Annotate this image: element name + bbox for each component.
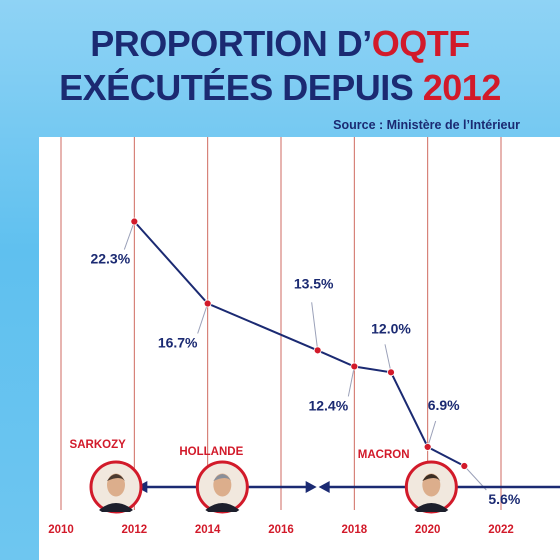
data-point [203,299,212,308]
x-tick-label: 2016 [268,524,294,536]
hair-shape [213,474,232,481]
label-leader [347,366,355,397]
president-label: SARKOZY [70,439,127,451]
suit-shape [99,503,133,512]
label-leader [311,302,319,351]
chart-title-line2: EXÉCUTÉES DEPUIS 2012 [0,70,560,106]
title-text: EXÉCUTÉES DEPUIS [59,67,423,108]
data-point [313,346,322,355]
face-shape [422,473,441,497]
title-highlight: 2012 [422,67,502,108]
suit-shape [205,503,240,512]
suit-shape [414,503,449,512]
label-leader [384,344,392,373]
hair-shape [422,474,441,481]
data-label: 13.5% [294,275,334,291]
data-point [350,362,359,371]
x-tick-label: 2022 [488,524,514,536]
data-point [423,443,432,451]
arrowhead-left [318,481,330,493]
x-tick-label: 2010 [48,524,74,536]
hair-shape [107,474,125,481]
label-leader [427,420,437,448]
x-tick-label: 2018 [342,524,368,536]
president-label: MACRON [358,449,410,461]
data-label: 12.4% [308,397,348,413]
data-label: 5.6% [488,491,520,507]
data-label: 12.0% [371,320,411,336]
source-caption: Source : Ministère de l’Intérieur [333,118,520,132]
face-shape [107,473,125,497]
title-highlight: OQTF [371,23,470,64]
x-tick-label: 2014 [195,524,221,536]
title-text: PROPORTION D’ [90,23,372,64]
face-shape [213,473,232,497]
chart-panel: 2010 2012 2014 2016 2018 2020 2022 22.3% 16.7% 13… [39,137,560,560]
data-label: 16.7% [158,335,198,351]
data-label: 6.9% [428,397,460,413]
label-leader [197,303,209,334]
x-tick-label: 2012 [122,524,148,536]
data-point [130,217,139,226]
data-point [387,368,395,377]
president-label: HOLLANDE [179,446,243,458]
x-tick-label: 2020 [415,524,441,536]
arrowhead-right [305,481,317,493]
chart-title-line1: PROPORTION D’OQTF [0,26,560,62]
data-point [460,462,469,470]
data-label: 22.3% [90,251,130,267]
label-leader [123,221,135,250]
line-chart: 2010 2012 2014 2016 2018 2020 2022 22.3% 16.7% 13… [48,137,560,536]
